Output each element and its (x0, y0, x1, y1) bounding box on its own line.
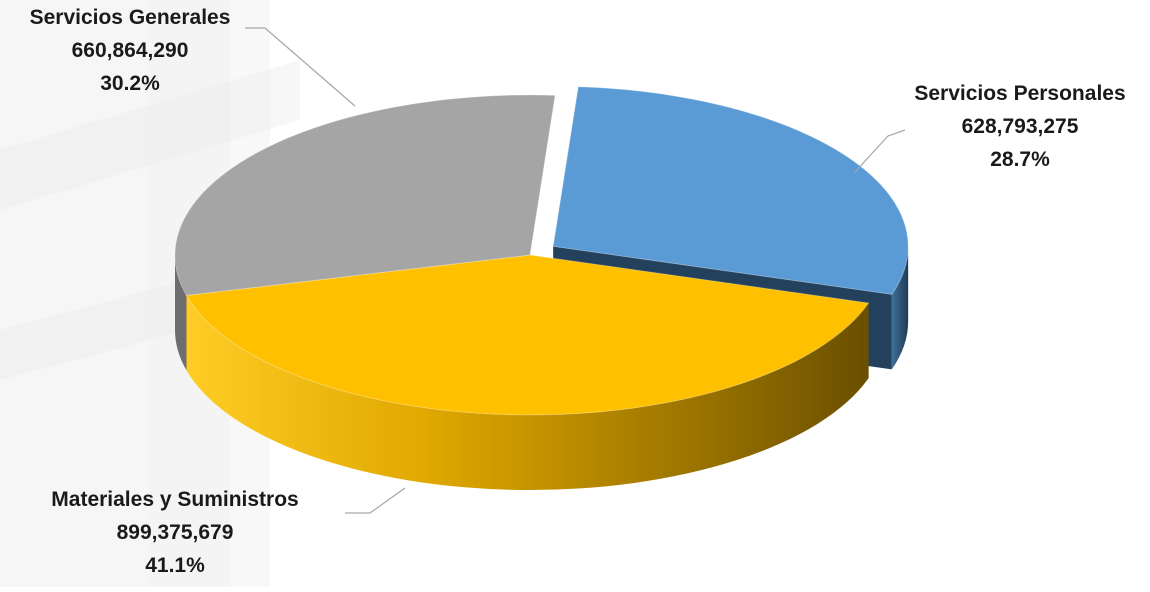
pie-slice-materiales-y-suministros (185, 254, 870, 416)
slice-value-servicios-personales: 628,793,275 (962, 115, 1079, 138)
leader-line-servicios-personales (854, 129, 906, 173)
slice-label-materiales-y-suministros: Materiales y Suministros (51, 488, 298, 511)
slice-value-materiales-y-suministros: 899,375,679 (117, 521, 234, 544)
slice-percent-materiales-y-suministros: 41.1% (145, 554, 205, 577)
slice-label-servicios-generales: Servicios Generales (30, 6, 231, 29)
slice-percent-servicios-personales: 28.7% (990, 148, 1050, 171)
slice-side-servicios-generales (175, 255, 187, 371)
slice-side-materiales-y-suministros (186, 295, 869, 490)
pie-slice-servicios-personales (552, 86, 909, 295)
pie-tops (174, 86, 909, 416)
leader-line-servicios-generales (245, 27, 356, 107)
leader-lines (245, 27, 906, 514)
slice-percent-servicios-generales: 30.2% (100, 72, 160, 95)
pie-slice-servicios-generales (174, 94, 556, 296)
slice-label-servicios-personales: Servicios Personales (914, 82, 1125, 105)
data-labels: Servicios Personales 628,793,275 28.7% Mate… (30, 6, 1126, 577)
slice-value-servicios-generales: 660,864,290 (72, 39, 189, 62)
leader-line-materiales-y-suministros (345, 487, 406, 514)
background-decoration (0, 0, 300, 587)
slice-side-servicios-personales (891, 246, 909, 370)
